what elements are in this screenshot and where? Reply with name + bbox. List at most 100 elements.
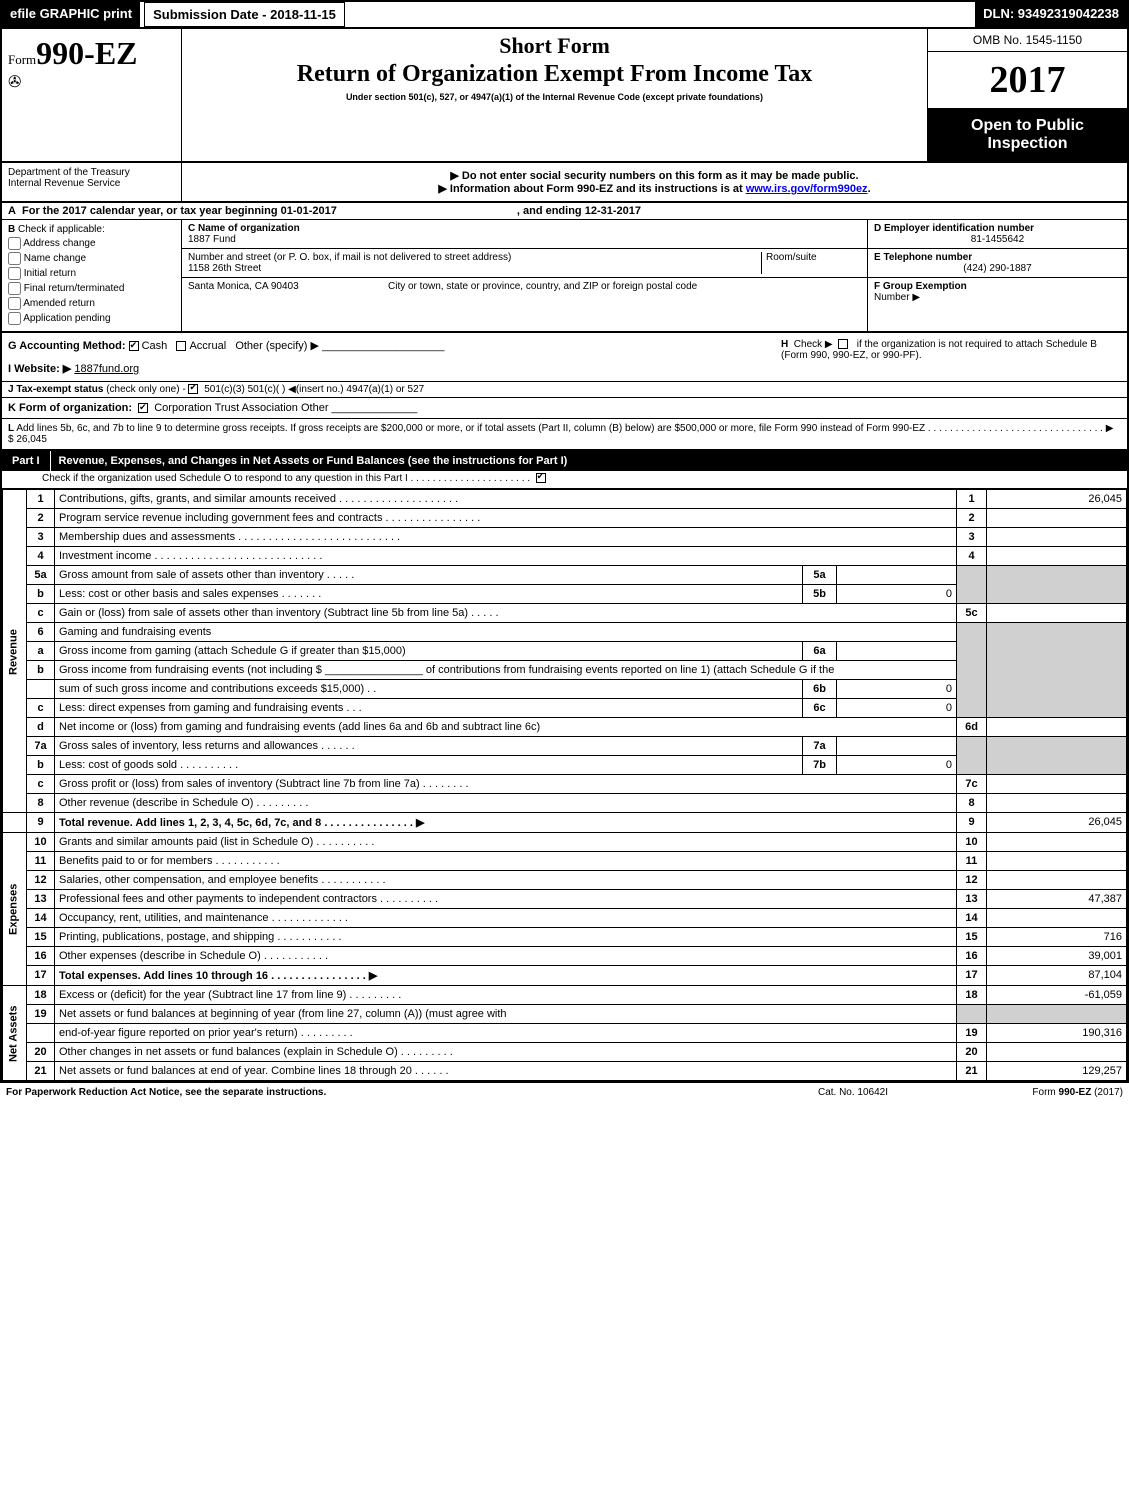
c-address-row: Number and street (or P. O. box, if mail… <box>182 249 867 278</box>
label-k: K Form of organization: <box>8 402 132 414</box>
omb-number: OMB No. 1545-1150 <box>928 29 1127 52</box>
j-options: 501(c)(3) 501(c)( ) ◀(insert no.) 4947(a… <box>204 384 424 395</box>
line-5c: cGain or (loss) from sale of assets othe… <box>3 604 1127 623</box>
label-f2: Number <box>874 292 910 303</box>
header-center: Short Form Return of Organization Exempt… <box>182 29 927 161</box>
line-4: 4Investment income . . . . . . . . . . .… <box>3 547 1127 566</box>
row-a-tax-year: A For the 2017 calendar year, or tax yea… <box>2 203 1127 220</box>
room-suite-label: Room/suite <box>766 252 861 263</box>
label-f: F Group Exemption <box>874 281 967 292</box>
line-21: 21Net assets or fund balances at end of … <box>3 1062 1127 1081</box>
row-gh: G Accounting Method: Cash Accrual Other … <box>2 333 1127 382</box>
return-title: Return of Organization Exempt From Incom… <box>186 61 923 88</box>
do-not-enter: ▶ Do not enter social security numbers o… <box>188 169 1121 182</box>
label-a: A <box>8 205 22 217</box>
line-2: 2Program service revenue including gover… <box>3 509 1127 528</box>
line-18: Net Assets18Excess or (deficit) for the … <box>3 986 1127 1005</box>
box-h: H Check ▶ if the organization is not req… <box>781 339 1121 375</box>
label-j: J Tax-exempt status <box>8 384 103 395</box>
line-8: 8Other revenue (describe in Schedule O) … <box>3 794 1127 813</box>
box-def: D Employer identification number 81-1455… <box>867 220 1127 331</box>
phone-value: (424) 290-1887 <box>874 263 1121 274</box>
addr-label: Number and street (or P. O. box, if mail… <box>188 252 761 263</box>
footer-form-ref: Form 990-EZ (2017) <box>943 1087 1123 1098</box>
open-public-l2: Inspection <box>936 135 1119 153</box>
line-17: 17Total expenses. Add lines 10 through 1… <box>3 966 1127 986</box>
k-options: Corporation Trust Association Other <box>154 402 328 414</box>
block-bcdef: B Check if applicable: Address change Na… <box>2 220 1127 333</box>
instruction-text: ▶ Do not enter social security numbers o… <box>182 163 1127 201</box>
row-l: L Add lines 5b, 6c, and 7b to line 9 to … <box>2 419 1127 451</box>
short-form-title: Short Form <box>186 33 923 59</box>
label-b: B <box>8 224 15 235</box>
ein-value: 81-1455642 <box>874 234 1121 245</box>
instruction-row: Department of the Treasury Internal Reve… <box>2 163 1127 203</box>
row-j: J Tax-exempt status (check only one) - 5… <box>2 382 1127 398</box>
cb-schedule-o[interactable] <box>536 473 546 483</box>
cb-final-return[interactable]: Final return/terminated <box>8 282 175 295</box>
side-netassets: Net Assets <box>3 986 27 1081</box>
info-about: ▶ Information about Form 990-EZ and its … <box>188 182 1121 195</box>
line-20: 20Other changes in net assets or fund ba… <box>3 1043 1127 1062</box>
cb-501c3[interactable] <box>188 384 198 394</box>
box-e: E Telephone number (424) 290-1887 <box>868 249 1127 278</box>
submission-date: Submission Date - 2018-11-15 <box>144 2 345 27</box>
tax-year-begin: For the 2017 calendar year, or tax year … <box>22 205 337 217</box>
city-label: City or town, state or province, country… <box>368 281 861 292</box>
cb-cash[interactable] <box>129 341 139 351</box>
line-9: 9Total revenue. Add lines 1, 2, 3, 4, 5c… <box>3 813 1127 833</box>
label-g: G Accounting Method: <box>8 340 126 352</box>
line-10: Expenses10Grants and similar amounts pai… <box>3 833 1127 852</box>
cb-amended-return[interactable]: Amended return <box>8 297 175 310</box>
c-org-name-row: C Name of organization 1887 Fund <box>182 220 867 249</box>
c-city-row: Santa Monica, CA 90403 City or town, sta… <box>182 278 867 295</box>
cb-application-pending[interactable]: Application pending <box>8 312 175 325</box>
l-text: Add lines 5b, 6c, and 7b to line 9 to de… <box>8 423 1113 445</box>
cb-name-change[interactable]: Name change <box>8 252 175 265</box>
side-expenses: Expenses <box>3 833 27 986</box>
tax-year-end: , and ending 12-31-2017 <box>517 205 641 217</box>
footer-cat-no: Cat. No. 10642I <box>763 1087 943 1098</box>
form-number: Form990-EZ <box>8 35 175 72</box>
treasury-seal-icon: ✇ <box>8 72 175 92</box>
header-right: OMB No. 1545-1150 2017 Open to Public In… <box>927 29 1127 161</box>
dln-number: DLN: 93492319042238 <box>975 2 1127 27</box>
header-row: Form990-EZ ✇ Short Form Return of Organi… <box>2 29 1127 163</box>
open-to-public-badge: Open to Public Inspection <box>928 109 1127 161</box>
line-7a: 7aGross sales of inventory, less returns… <box>3 737 1127 756</box>
line-19b: end-of-year figure reported on prior yea… <box>3 1024 1127 1043</box>
box-f: F Group Exemption Number ▶ <box>868 278 1127 306</box>
label-c: C Name of organization <box>188 223 861 234</box>
cb-corporation[interactable] <box>138 403 148 413</box>
footer-left: For Paperwork Reduction Act Notice, see … <box>6 1087 763 1098</box>
line-14: 14Occupancy, rent, utilities, and mainte… <box>3 909 1127 928</box>
part-i-header: Part I Revenue, Expenses, and Changes in… <box>2 451 1127 471</box>
dept-treasury: Department of the Treasury <box>8 167 175 178</box>
check-arrow: Check ▶ <box>794 339 833 350</box>
website-value: 1887fund.org <box>74 363 139 375</box>
line-7c: cGross profit or (loss) from sales of in… <box>3 775 1127 794</box>
check-if-applicable: Check if applicable: <box>18 224 105 235</box>
label-e: E Telephone number <box>874 252 1121 263</box>
label-h: H <box>781 339 788 350</box>
form-prefix: Form <box>8 52 36 67</box>
lines-table: Revenue 1 Contributions, gifts, grants, … <box>2 489 1127 1081</box>
under-section-text: Under section 501(c), 527, or 4947(a)(1)… <box>186 92 923 102</box>
side-revenue: Revenue <box>3 490 27 813</box>
cb-initial-return[interactable]: Initial return <box>8 267 175 280</box>
form-number-block: Form990-EZ ✇ <box>2 29 182 161</box>
cb-accrual[interactable] <box>176 341 186 351</box>
part-i-sub: Check if the organization used Schedule … <box>2 471 1127 489</box>
line-11: 11Benefits paid to or for members . . . … <box>3 852 1127 871</box>
arrow-icon: ▶ <box>912 292 920 303</box>
line-16: 16Other expenses (describe in Schedule O… <box>3 947 1127 966</box>
dept-block: Department of the Treasury Internal Reve… <box>2 163 182 201</box>
cb-address-change[interactable]: Address change <box>8 237 175 250</box>
top-bar: efile GRAPHIC print Submission Date - 20… <box>2 2 1127 29</box>
irs-link[interactable]: www.irs.gov/form990ez <box>746 183 868 195</box>
j-checkonly: (check only one) - <box>106 384 188 395</box>
line-3: 3Membership dues and assessments . . . .… <box>3 528 1127 547</box>
cb-schedule-b[interactable] <box>838 339 848 349</box>
spacer <box>345 2 975 27</box>
box-d: D Employer identification number 81-1455… <box>868 220 1127 249</box>
